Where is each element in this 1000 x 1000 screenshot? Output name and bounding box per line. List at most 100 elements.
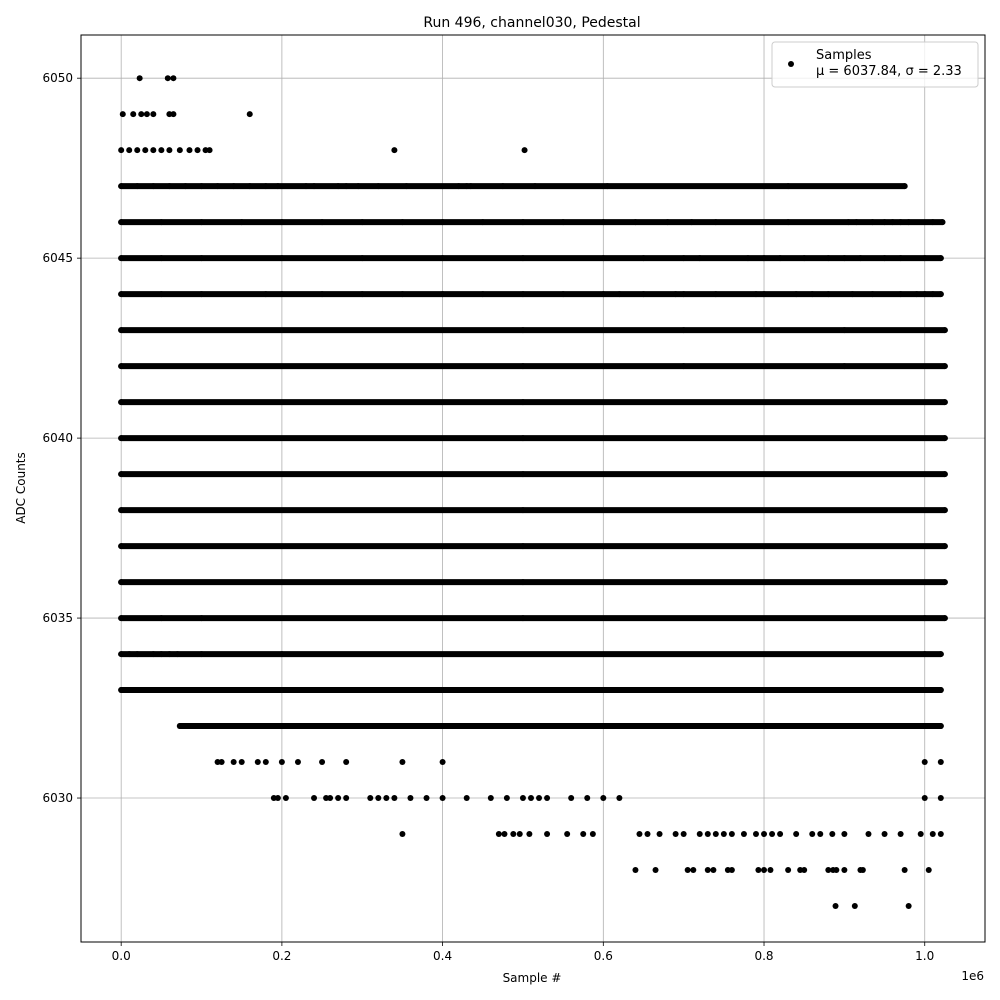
sample-point <box>680 255 687 262</box>
sample-point <box>869 219 876 226</box>
sample-point <box>134 183 141 190</box>
sample-point <box>238 723 245 730</box>
sample-point <box>130 111 137 118</box>
sample-point <box>809 831 816 838</box>
sample-point <box>158 687 165 694</box>
sample-point <box>166 147 173 154</box>
sample-point <box>198 219 205 226</box>
sample-point <box>218 759 225 766</box>
sample-point <box>672 831 679 838</box>
sample-point <box>327 795 334 802</box>
sample-point <box>921 651 928 658</box>
sample-point <box>439 759 446 766</box>
sample-point <box>294 759 301 766</box>
sample-point <box>696 255 703 262</box>
y-tick-label: 6030 <box>42 791 73 805</box>
sample-point <box>929 291 936 298</box>
sample-point <box>604 183 611 190</box>
sample-point <box>375 795 382 802</box>
sample-point <box>937 723 944 730</box>
sample-point <box>118 615 125 622</box>
sample-point <box>857 255 864 262</box>
sample-point <box>118 327 125 334</box>
sample-point <box>761 831 768 838</box>
sample-point <box>158 255 165 262</box>
sample-point <box>499 183 506 190</box>
sample-point <box>600 255 607 262</box>
sample-point <box>841 363 848 370</box>
sample-point <box>134 651 141 658</box>
sample-point <box>262 183 269 190</box>
sample-point <box>278 759 285 766</box>
x-axis-offset-label: 1e6 <box>961 969 984 983</box>
sample-point <box>399 291 406 298</box>
legend-stats: μ = 6037.84, σ = 2.33 <box>816 64 962 79</box>
sample-point <box>126 651 133 658</box>
sample-point <box>158 615 165 622</box>
sample-point <box>921 687 928 694</box>
sample-point <box>501 831 508 838</box>
sample-point <box>118 291 125 298</box>
sample-point <box>150 651 157 658</box>
sample-point <box>198 183 205 190</box>
sample-point <box>921 795 928 802</box>
sample-point <box>166 687 173 694</box>
sample-point <box>740 831 747 838</box>
sample-point <box>584 795 591 802</box>
sample-point <box>921 615 928 622</box>
sample-point <box>246 183 253 190</box>
sample-point <box>503 795 510 802</box>
sample-point <box>937 255 944 262</box>
x-axis: 0.0 0.2 0.4 0.6 0.8 1.0 <box>112 942 934 963</box>
sample-point <box>544 795 551 802</box>
sample-point <box>632 219 639 226</box>
sample-point <box>455 183 462 190</box>
sample-point <box>712 219 719 226</box>
sample-point <box>182 723 189 730</box>
sample-point <box>941 543 948 550</box>
sample-point <box>600 291 607 298</box>
sample-point <box>881 255 888 262</box>
sample-point <box>423 795 430 802</box>
sample-point <box>652 867 659 874</box>
sample-point <box>399 219 406 226</box>
sample-point <box>194 147 201 154</box>
sample-point <box>134 147 141 154</box>
sample-point <box>632 867 639 874</box>
sample-point <box>166 183 173 190</box>
x-tick-label: 0.0 <box>112 949 131 963</box>
legend-series-name: Samples <box>816 48 872 63</box>
sample-point <box>176 723 183 730</box>
sample-point <box>544 831 551 838</box>
sample-point <box>521 147 528 154</box>
sample-point <box>941 471 948 478</box>
sample-point <box>519 219 526 226</box>
sample-point <box>230 183 237 190</box>
sample-point <box>881 831 888 838</box>
sample-point <box>937 291 944 298</box>
sample-point <box>510 831 517 838</box>
sample-point <box>527 795 534 802</box>
sample-point <box>198 615 205 622</box>
sample-point <box>688 219 695 226</box>
sample-point <box>519 471 526 478</box>
sample-point <box>929 219 936 226</box>
sample-point <box>851 903 858 910</box>
sample-point <box>881 219 888 226</box>
sample-point <box>479 291 486 298</box>
sample-point <box>138 111 145 118</box>
sample-point <box>905 903 912 910</box>
sample-point <box>439 255 446 262</box>
sample-point <box>913 291 920 298</box>
x-axis-label: Sample # <box>503 971 562 985</box>
sample-point <box>118 435 125 442</box>
sample-point <box>439 219 446 226</box>
sample-point <box>142 147 149 154</box>
sample-point <box>941 615 948 622</box>
sample-point <box>118 399 125 406</box>
sample-point <box>636 831 643 838</box>
sample-point <box>278 291 285 298</box>
sample-point <box>246 111 253 118</box>
sample-point <box>526 831 533 838</box>
